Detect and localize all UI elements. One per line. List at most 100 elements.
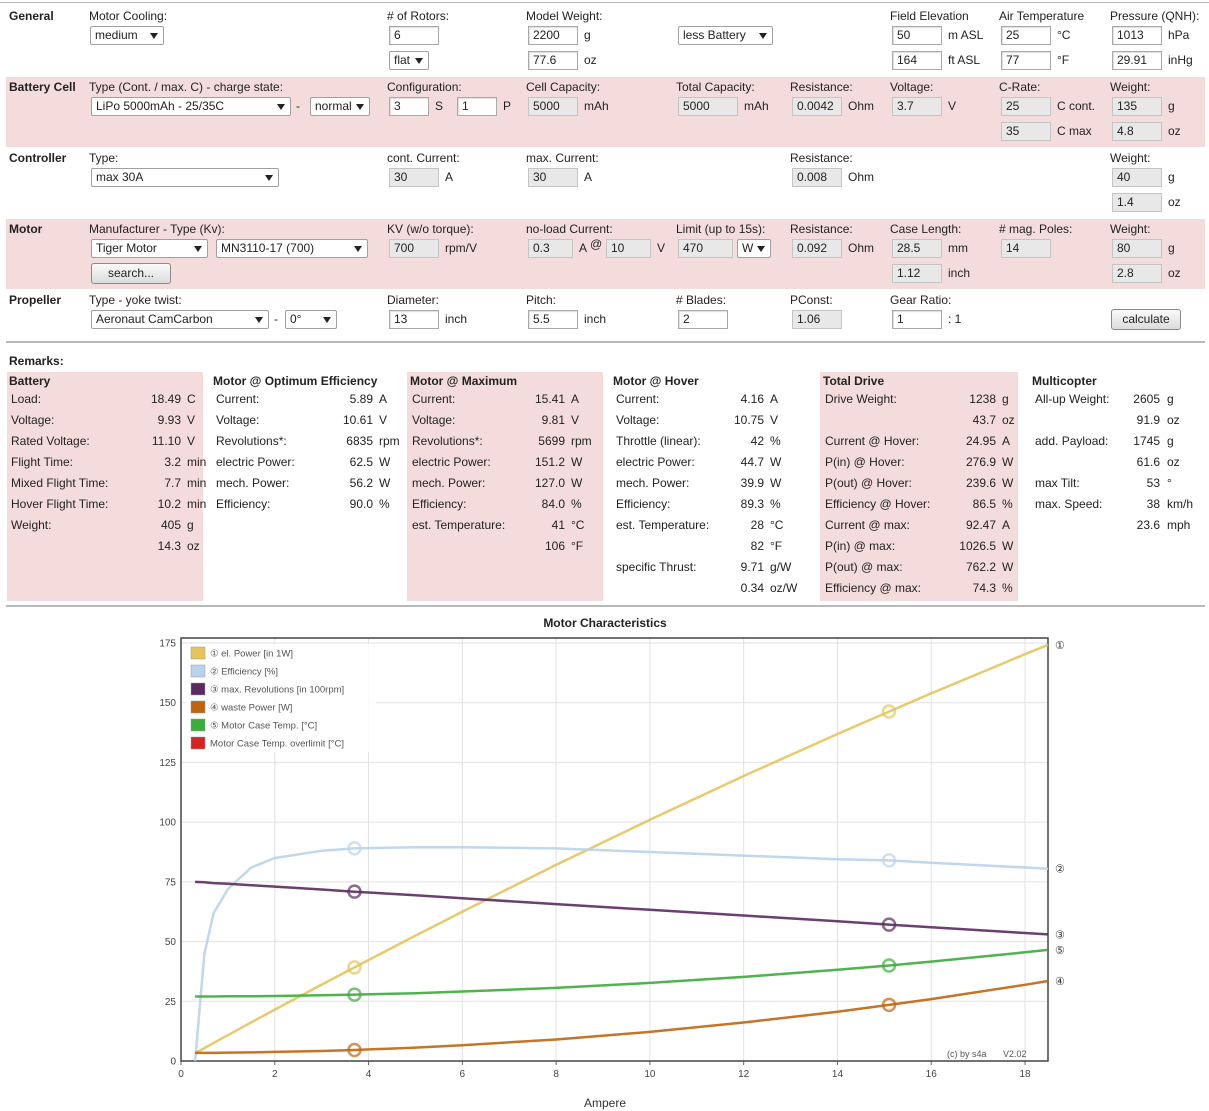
row-unit: C (187, 392, 196, 406)
unit: g (1168, 99, 1175, 113)
text-input: 10 (606, 239, 651, 258)
point-marker (347, 1042, 362, 1058)
row-unit: W (1002, 476, 1014, 490)
text-input: 2.8 (1112, 264, 1162, 283)
unit: Ohm (848, 99, 875, 113)
row-label: Revolutions*: (412, 434, 483, 448)
unit: inch (948, 266, 971, 280)
dropdown[interactable]: max 30A (91, 168, 279, 187)
row-label: add. Payload: (1035, 434, 1109, 448)
row-value: 10.75 (733, 413, 764, 427)
text-input[interactable]: 1 (892, 310, 942, 329)
dropdown[interactable]: Tiger Motor (91, 239, 208, 258)
dropdown[interactable]: LiPo 5000mAh - 25/35C (91, 97, 291, 116)
unit: : 1 (948, 312, 962, 326)
row-value: 1026.5 (959, 539, 996, 553)
row-unit: °C (770, 518, 784, 532)
row-label: electric Power: (412, 455, 491, 469)
text-input[interactable]: 1 (457, 97, 497, 116)
text-input[interactable]: 2 (678, 310, 728, 329)
dropdown[interactable]: W (737, 239, 771, 258)
text-input: 700 (389, 239, 439, 258)
y-tick-label: 50 (165, 937, 177, 948)
end-label: ⑤ (1055, 945, 1065, 957)
unit: inch (445, 312, 468, 326)
dropdown[interactable]: Aeronaut CamCarbon (91, 310, 269, 329)
row-value: 276.9 (965, 455, 996, 469)
row-unit: W (571, 476, 583, 490)
row-value: 2605 (1133, 392, 1160, 406)
text-input[interactable]: 6 (389, 26, 439, 45)
text-input[interactable]: 1013 (1112, 26, 1162, 45)
inline-text: - (274, 312, 278, 326)
point-marker (347, 884, 362, 899)
x-tick-label: 10 (644, 1069, 656, 1080)
text-input[interactable]: 77.6 (528, 51, 578, 70)
x-axis-label: Ampere (584, 1096, 626, 1110)
point-marker (881, 917, 897, 932)
unit: g (1168, 170, 1175, 184)
unit: C cont. (1057, 99, 1096, 113)
row-unit: rpm (571, 434, 592, 448)
dropdown-arrow (277, 104, 285, 110)
unit: Ohm (848, 241, 875, 255)
row-unit: W (379, 476, 391, 490)
text-input[interactable]: 25 (1001, 26, 1051, 45)
unit: P (503, 99, 512, 113)
text-input[interactable]: 77 (1001, 51, 1051, 70)
row-label: est. Temperature: (616, 518, 710, 532)
field-label: Resistance: (790, 222, 853, 236)
dropdown-arrow (415, 58, 423, 64)
column-bg (820, 372, 1018, 601)
text-input: 40 (1112, 168, 1162, 187)
unit: mAh (584, 99, 609, 113)
text-input: 4.8 (1112, 122, 1162, 141)
text-input: 1.06 (792, 310, 842, 329)
y-tick-label: 100 (159, 818, 176, 829)
unit: mm (948, 241, 968, 255)
button[interactable]: search... (91, 263, 171, 284)
dropdown[interactable]: MN3110-17 (700) (216, 239, 368, 258)
row-unit: W (1002, 560, 1014, 574)
column-bg (407, 372, 603, 601)
unit: C max (1057, 124, 1092, 138)
row-label: Current: (616, 392, 660, 406)
text-input[interactable]: 2200 (528, 26, 578, 45)
field-label: Cell Capacity: (526, 80, 601, 94)
field-label: C-Rate: (999, 80, 1041, 94)
text-input[interactable]: 50 (892, 26, 942, 45)
unit: inHg (1168, 53, 1193, 67)
unit: A (579, 241, 588, 255)
text-input[interactable]: 29.91 (1112, 51, 1162, 70)
row-value: 53 (1146, 476, 1160, 490)
row-unit: rpm (379, 434, 400, 448)
dropdown[interactable]: 0° (285, 310, 337, 329)
row-unit: % (571, 497, 582, 511)
dropdown[interactable]: normal (310, 97, 370, 116)
row-unit: % (1002, 497, 1013, 511)
text-input: 135 (1112, 97, 1162, 116)
point-marker (347, 841, 362, 856)
text-input[interactable]: 5.5 (528, 310, 578, 329)
row-value: 151.2 (534, 455, 565, 469)
unit: ft ASL (948, 53, 981, 67)
field-label: Pressure (QNH): (1110, 9, 1200, 23)
legend-swatch (190, 664, 206, 678)
text-input[interactable]: 3 (389, 97, 429, 116)
dropdown[interactable]: less Battery (678, 26, 773, 45)
field-label: Weight: (1110, 80, 1151, 94)
section-name: Propeller (9, 293, 62, 307)
dropdown[interactable]: medium (90, 26, 164, 45)
y-tick-label: 75 (165, 877, 177, 888)
row-label: Voltage: (11, 413, 55, 427)
text-input[interactable]: 13 (389, 310, 439, 329)
dropdown-arrow (265, 175, 273, 181)
row-value: 56.2 (349, 476, 373, 490)
button[interactable]: calculate (1111, 309, 1181, 330)
unit: rpm/V (445, 241, 478, 255)
dropdown[interactable]: flat (389, 51, 429, 70)
row-unit: g (1167, 434, 1174, 448)
text-input[interactable]: 164 (892, 51, 942, 70)
row-label: specific Thrust: (616, 560, 697, 574)
row-label: P(in) @ max: (825, 539, 896, 553)
